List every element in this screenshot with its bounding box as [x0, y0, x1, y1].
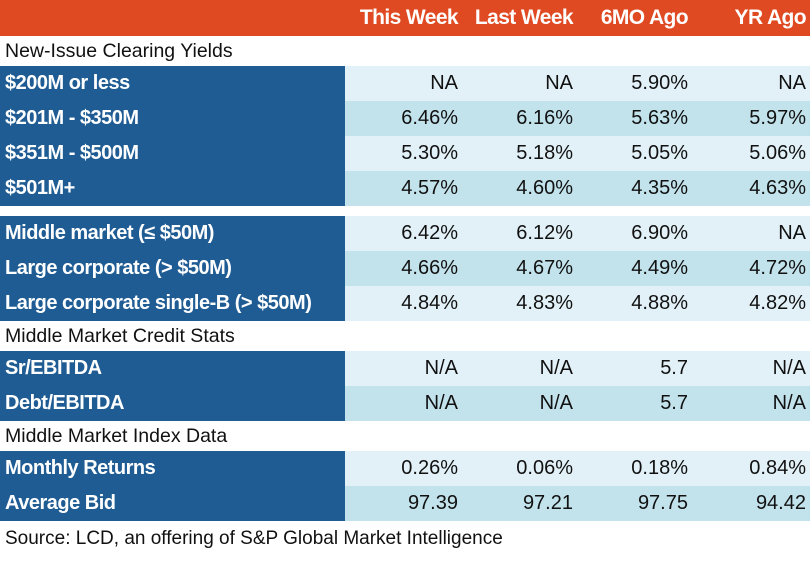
value-cell-6mo-ago: 5.05% [631, 142, 688, 164]
section-title: Middle Market Index Data [5, 424, 228, 447]
value-cell-this-week: N/A [424, 357, 458, 379]
row-label: Large corporate (> $50M) [0, 251, 345, 286]
section-header: Middle Market Credit Stats [0, 321, 810, 351]
value-cell-last-week: 4.60% [516, 177, 573, 199]
value-cell-6mo-ago: 4.35% [631, 177, 688, 199]
section-title: Middle Market Credit Stats [5, 324, 235, 347]
col-header-this-week: This Week [359, 6, 459, 29]
value-cell-last-week: 6.16% [516, 107, 573, 129]
value-cell-last-week: N/A [539, 392, 573, 414]
value-cell-last-week: 5.18% [516, 142, 573, 164]
row-label: $351M - $500M [0, 136, 345, 171]
value-cell-6mo-ago: 97.75 [637, 492, 688, 514]
table-row: Large corporate (> $50M) 4.66% 4.67% 4.49% 4… [0, 251, 810, 286]
value-cell-this-week: 4.57% [401, 177, 458, 199]
value-cell-yr-ago: 4.63% [749, 177, 806, 199]
value-cell-last-week: 97.21 [522, 492, 573, 514]
value-cell-6mo-ago: 4.88% [631, 292, 688, 314]
value-cell-yr-ago: 94.42 [755, 492, 806, 514]
header-blank-cell [0, 0, 345, 36]
row-label: Middle market (≤ $50M) [0, 216, 345, 251]
value-cell-yr-ago: N/A [772, 392, 806, 414]
section-header: Middle Market Index Data [0, 421, 810, 451]
table-row: Monthly Returns 0.26% 0.06% 0.18% 0.84% [0, 451, 810, 486]
value-cell-last-week: 4.67% [516, 257, 573, 279]
row-label: $201M - $350M [0, 101, 345, 136]
value-cell-6mo-ago: 6.90% [631, 222, 688, 244]
value-cell-yr-ago: 4.72% [749, 257, 806, 279]
value-cell-this-week: 0.26% [401, 457, 458, 479]
row-label: Average Bid [0, 486, 345, 521]
table-row: $200M or less NA NA 5.90% NA [0, 66, 810, 101]
value-cell-yr-ago: 5.06% [749, 142, 806, 164]
value-cell-this-week: 4.66% [401, 257, 458, 279]
row-label: Large corporate single-B (> $50M) [0, 286, 345, 321]
value-cell-yr-ago: 4.82% [749, 292, 806, 314]
table-body: New-Issue Clearing Yields $200M or less NA… [0, 36, 810, 521]
value-cell-yr-ago: 5.97% [749, 107, 806, 129]
value-cell-this-week: 6.46% [401, 107, 458, 129]
source-note: Source: LCD, an offering of S&P Global M… [5, 528, 503, 549]
table-row: $201M - $350M 6.46% 6.16% 5.63% 5.97% [0, 101, 810, 136]
value-cell-this-week: 5.30% [401, 142, 458, 164]
value-cell-yr-ago: NA [778, 222, 806, 244]
value-cell-yr-ago: 0.84% [749, 457, 806, 479]
table-row: Debt/EBITDA N/A N/A 5.7 N/A [0, 386, 810, 421]
value-cell-yr-ago: N/A [772, 357, 806, 379]
table-row: Middle market (≤ $50M) 6.42% 6.12% 6.90% NA [0, 216, 810, 251]
section-title: New-Issue Clearing Yields [5, 39, 233, 62]
table-row: $351M - $500M 5.30% 5.18% 5.05% 5.06% [0, 136, 810, 171]
row-label: Monthly Returns [0, 451, 345, 486]
section-header: New-Issue Clearing Yields [0, 36, 810, 66]
value-cell-last-week: 4.83% [516, 292, 573, 314]
col-header-6mo-ago: 6MO Ago [600, 6, 689, 29]
value-cell-6mo-ago: 5.7 [660, 357, 688, 379]
value-cell-6mo-ago: 5.90% [631, 72, 688, 94]
value-cell-6mo-ago: 5.63% [631, 107, 688, 129]
table-row: $501M+ 4.57% 4.60% 4.35% 4.63% [0, 171, 810, 206]
value-cell-yr-ago: NA [778, 72, 806, 94]
value-cell-this-week: NA [430, 72, 458, 94]
value-cell-last-week: N/A [539, 357, 573, 379]
value-cell-6mo-ago: 4.49% [631, 257, 688, 279]
value-cell-last-week: 0.06% [516, 457, 573, 479]
value-cell-this-week: 6.42% [401, 222, 458, 244]
table-row: Large corporate single-B (> $50M) 4.84% 4.… [0, 286, 810, 321]
value-cell-6mo-ago: 5.7 [660, 392, 688, 414]
row-label: $200M or less [0, 66, 345, 101]
col-header-yr-ago: YR Ago [734, 6, 807, 29]
table-row: Sr/EBITDA N/A N/A 5.7 N/A [0, 351, 810, 386]
source-row: Source: LCD, an offering of S&P Global M… [0, 521, 810, 557]
section-spacer [0, 206, 810, 216]
value-cell-last-week: NA [545, 72, 573, 94]
table-row: Average Bid 97.39 97.21 97.75 94.42 [0, 486, 810, 521]
value-cell-6mo-ago: 0.18% [631, 457, 688, 479]
value-cell-last-week: 6.12% [516, 222, 573, 244]
value-cell-this-week: 4.84% [401, 292, 458, 314]
row-label: $501M+ [0, 171, 345, 206]
row-label: Sr/EBITDA [0, 351, 345, 386]
row-label: Debt/EBITDA [0, 386, 345, 421]
table-header: This Week Last Week 6MO Ago YR Ago [0, 0, 810, 36]
value-cell-this-week: N/A [424, 392, 458, 414]
col-header-last-week: Last Week [474, 6, 574, 29]
value-cell-this-week: 97.39 [407, 492, 458, 514]
